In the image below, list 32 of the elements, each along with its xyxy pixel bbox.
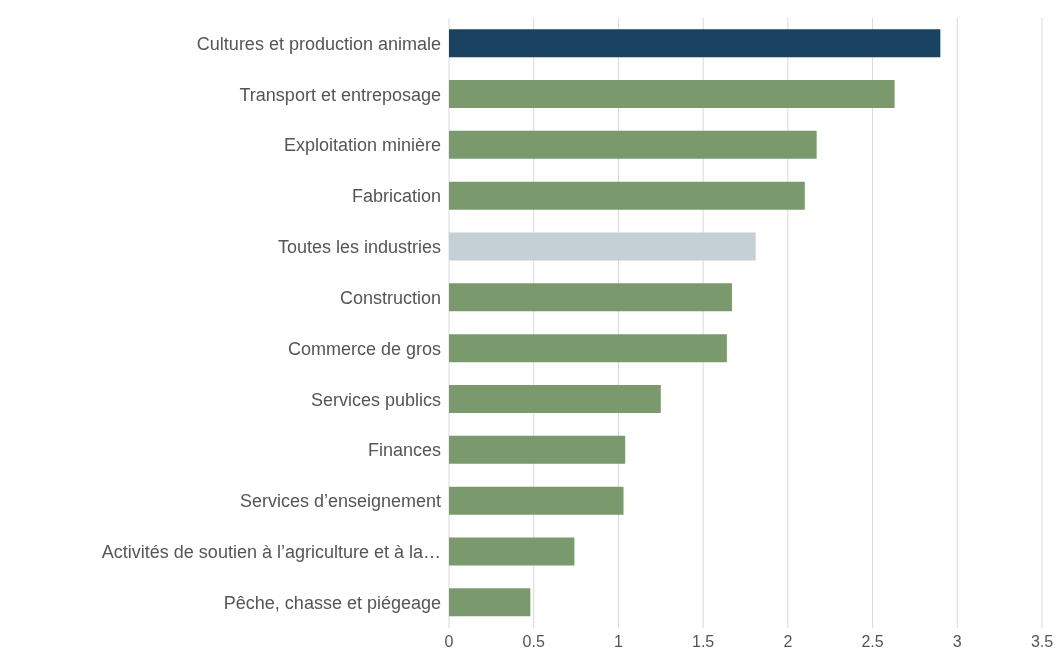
x-tick-label: 3 <box>952 633 962 651</box>
y-tick-label: Cultures et production animale <box>196 33 441 54</box>
y-tick-label: Transport et entreposage <box>239 84 441 105</box>
bar <box>449 130 817 159</box>
x-tick-label: 0.5 <box>522 633 545 651</box>
y-tick-label: Construction <box>339 287 441 308</box>
bar <box>449 385 661 414</box>
x-tick-label: 2 <box>783 633 793 651</box>
x-tick-label: 2.5 <box>861 633 884 651</box>
bar <box>449 588 531 617</box>
y-tick-label: Exploitation minière <box>283 135 441 156</box>
x-tick-label: 1 <box>613 633 623 651</box>
bar <box>449 435 626 464</box>
y-tick-label: Pêche, chasse et piégeage <box>223 592 441 613</box>
y-tick-label: Services publics <box>310 389 441 410</box>
y-tick-label: Activités de soutien à l’agriculture et à la… <box>101 542 441 563</box>
y-tick-label: Services d’enseignement <box>239 491 441 512</box>
bar <box>449 29 941 58</box>
bar <box>449 334 727 363</box>
bar <box>449 283 732 312</box>
y-tick-label: Toutes les industries <box>277 237 441 258</box>
y-tick-label: Fabrication <box>351 186 441 207</box>
bar <box>449 181 805 210</box>
bar <box>449 80 895 109</box>
bar <box>449 537 575 566</box>
y-tick-label: Commerce de gros <box>287 338 441 359</box>
x-tick-label: 0 <box>444 633 454 651</box>
y-tick-label: Finances <box>367 440 441 461</box>
bar <box>449 486 624 515</box>
x-tick-label: 1.5 <box>692 633 715 651</box>
bar <box>449 232 756 261</box>
x-tick-label: 3.5 <box>1030 633 1054 651</box>
